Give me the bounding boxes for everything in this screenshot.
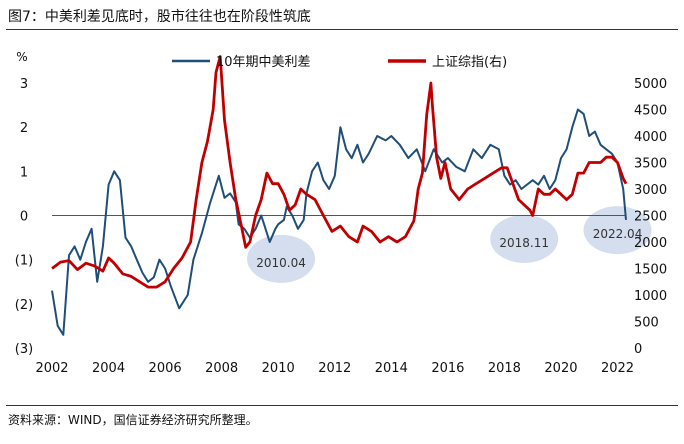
x-tick-label: 2008: [205, 361, 238, 376]
figure-title: 图7：中美利差见底时，股市往往也在阶段性筑底: [8, 9, 311, 25]
shanghai-composite-line: [51, 55, 628, 289]
spread-10y-line: [51, 108, 627, 336]
left-tick-label: (1): [15, 254, 33, 269]
right-tick-label: 5000: [634, 77, 667, 92]
left-tick-label: 1: [20, 165, 28, 180]
line-chart: 3210(1)(2)(3)%50004500400035003000250020…: [15, 50, 667, 376]
x-tick-label: 2016: [431, 361, 464, 376]
annotation-highlight-1: [490, 214, 559, 263]
left-tick-label: 0: [20, 210, 28, 225]
right-tick-label: 4000: [634, 130, 667, 145]
x-tick-label: 2020: [544, 361, 577, 376]
source-note: 资料来源：WIND，国信证券经济研究所整理。: [8, 413, 258, 427]
right-tick-label: 2500: [634, 210, 667, 225]
annotation-label-0: 2010.04: [256, 256, 306, 270]
left-tick-label: (3): [15, 342, 33, 357]
right-tick-label: 2000: [634, 236, 667, 251]
x-tick-label: 2012: [318, 361, 351, 376]
left-axis-unit: %: [16, 50, 27, 64]
x-tick-label: 2002: [35, 361, 68, 376]
top-rule: [6, 29, 678, 30]
annotation-label-1: 2018.11: [499, 236, 549, 250]
annotation-highlight-0: [247, 234, 316, 283]
right-tick-label: 1500: [634, 263, 667, 278]
right-tick-label: 3000: [634, 183, 667, 198]
x-tick-label: 2004: [92, 361, 125, 376]
legend-label: 上证综指(右): [432, 55, 507, 70]
left-tick-label: 3: [20, 77, 28, 92]
right-tick-label: 1000: [634, 289, 667, 304]
right-tick-label: 4500: [634, 104, 667, 119]
right-tick-label: 3500: [634, 157, 667, 172]
x-tick-label: 2022: [601, 361, 634, 376]
x-tick-label: 2010: [262, 361, 295, 376]
legend-label: 10年期中美利差: [216, 55, 311, 70]
bottom-rule: [6, 405, 678, 406]
right-tick-label: 0: [634, 342, 642, 357]
annotation-highlight-2: [583, 206, 652, 255]
left-tick-label: (2): [15, 298, 33, 313]
annotation-label-2: 2022.04: [593, 227, 643, 241]
x-tick-label: 2014: [375, 361, 408, 376]
left-tick-label: 2: [20, 121, 28, 136]
x-tick-label: 2006: [149, 361, 182, 376]
x-tick-label: 2018: [488, 361, 521, 376]
right-tick-label: 500: [634, 316, 659, 331]
